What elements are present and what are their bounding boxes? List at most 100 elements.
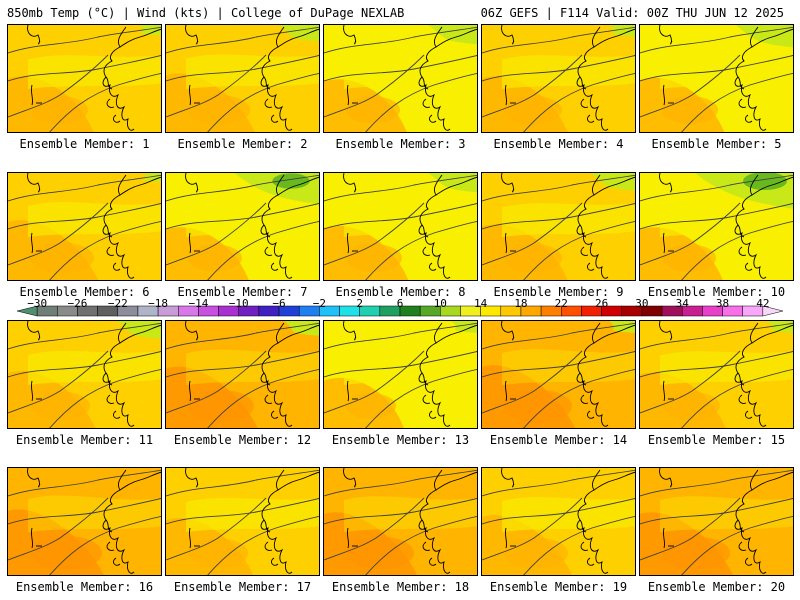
member-map	[481, 172, 636, 281]
coastline	[119, 176, 161, 196]
isotherm-line	[8, 55, 161, 82]
isotherm-line	[365, 515, 477, 575]
cool-band	[660, 351, 793, 385]
member-map	[7, 320, 162, 429]
member-label: Ensemble Member: 6	[19, 285, 150, 299]
member-label: Ensemble Member: 7	[177, 285, 308, 299]
coastline	[501, 25, 515, 45]
coastline	[579, 224, 595, 271]
coastline	[263, 224, 279, 271]
coastline	[659, 321, 673, 341]
member-map	[7, 467, 162, 576]
member-label: Ensemble Member: 12	[173, 433, 312, 447]
isotherm-line	[8, 54, 109, 118]
isotherm-line	[324, 351, 477, 378]
isotherm-line	[640, 174, 793, 202]
isotherm-line	[8, 322, 161, 350]
member-label: Ensemble Member: 16	[15, 580, 154, 594]
cool-band	[28, 55, 161, 89]
warm-region	[662, 96, 718, 124]
isotherm-line	[8, 26, 161, 54]
coastline	[421, 519, 437, 566]
warm-region	[504, 95, 562, 125]
coastline	[263, 76, 279, 123]
isotherm-line	[640, 469, 793, 497]
member-map	[639, 172, 794, 281]
member-label: Ensemble Member: 19	[489, 580, 628, 594]
coastline	[501, 173, 515, 193]
ensemble-panel: Ensemble Member: 10	[639, 172, 794, 303]
colorbar-tick-label: −2	[312, 297, 326, 310]
ensemble-panel: Ensemble Member: 20	[639, 467, 794, 598]
ensemble-panel: Ensemble Member: 1	[7, 24, 162, 155]
coastline	[102, 174, 135, 279]
isotherm-line	[482, 351, 635, 378]
coastline	[593, 471, 635, 491]
cool-band	[660, 203, 793, 237]
coastline	[27, 25, 41, 45]
coastline	[504, 84, 508, 106]
coastline	[576, 322, 609, 427]
coastline	[659, 25, 673, 45]
coastline	[734, 322, 767, 427]
isotherm-line	[482, 202, 583, 266]
coastline	[593, 324, 635, 344]
coastline	[576, 26, 609, 131]
warm-region	[30, 535, 102, 571]
isotherm-line	[49, 368, 161, 428]
coastline	[504, 232, 508, 254]
coastline	[343, 321, 357, 341]
isotherm-line	[324, 54, 425, 118]
isotherm-line	[49, 220, 161, 280]
member-label: Ensemble Member: 17	[173, 580, 312, 594]
coastline	[102, 469, 135, 574]
isotherm-line	[8, 202, 109, 266]
coastline	[579, 372, 595, 419]
isotherm-line	[166, 498, 319, 525]
coastline	[435, 324, 477, 344]
coastline	[737, 224, 753, 271]
isotherm-line	[207, 515, 319, 575]
member-map	[165, 172, 320, 281]
cool-band	[344, 203, 477, 237]
colorbar-tick-label: 6	[396, 297, 404, 310]
member-label: Ensemble Member: 15	[647, 433, 786, 447]
coastline	[579, 519, 595, 566]
isotherm-line	[640, 322, 793, 350]
isotherm-line	[640, 350, 741, 414]
temperature-colorbar	[16, 305, 784, 317]
cool-band	[186, 349, 319, 385]
isotherm-line	[166, 322, 319, 350]
coastline	[119, 324, 161, 344]
coastline	[418, 469, 451, 574]
warm-region	[346, 96, 400, 124]
cool-region	[142, 173, 161, 182]
coastline	[105, 372, 121, 419]
cool-region	[428, 173, 477, 193]
coastline	[260, 322, 293, 427]
colorbar-tick-label: 38	[715, 297, 730, 310]
isotherm-line	[681, 220, 793, 280]
cool-region	[272, 173, 310, 189]
coastline	[662, 232, 666, 254]
ensemble-panel: Ensemble Member: 19	[481, 467, 636, 598]
coastline	[734, 469, 767, 574]
colorbar-tick-label: −18	[148, 297, 169, 310]
isotherm-line	[482, 26, 635, 54]
isotherm-line	[8, 469, 161, 497]
isotherm-line	[207, 368, 319, 428]
isotherm-line	[482, 498, 635, 525]
isotherm-line	[324, 174, 477, 202]
isotherm-line	[523, 220, 635, 280]
colorbar-tick-label: −22	[107, 297, 128, 310]
warm-region	[662, 244, 716, 272]
coastline	[277, 324, 319, 344]
isotherm-line	[8, 351, 161, 378]
ensemble-panel: Ensemble Member: 2	[165, 24, 320, 155]
isotherm-line	[523, 515, 635, 575]
isotherm-line	[640, 498, 793, 525]
colorbar-tick-label: 30	[635, 297, 649, 310]
member-map	[7, 172, 162, 281]
isotherm-line	[166, 469, 319, 497]
coastline	[421, 76, 437, 123]
